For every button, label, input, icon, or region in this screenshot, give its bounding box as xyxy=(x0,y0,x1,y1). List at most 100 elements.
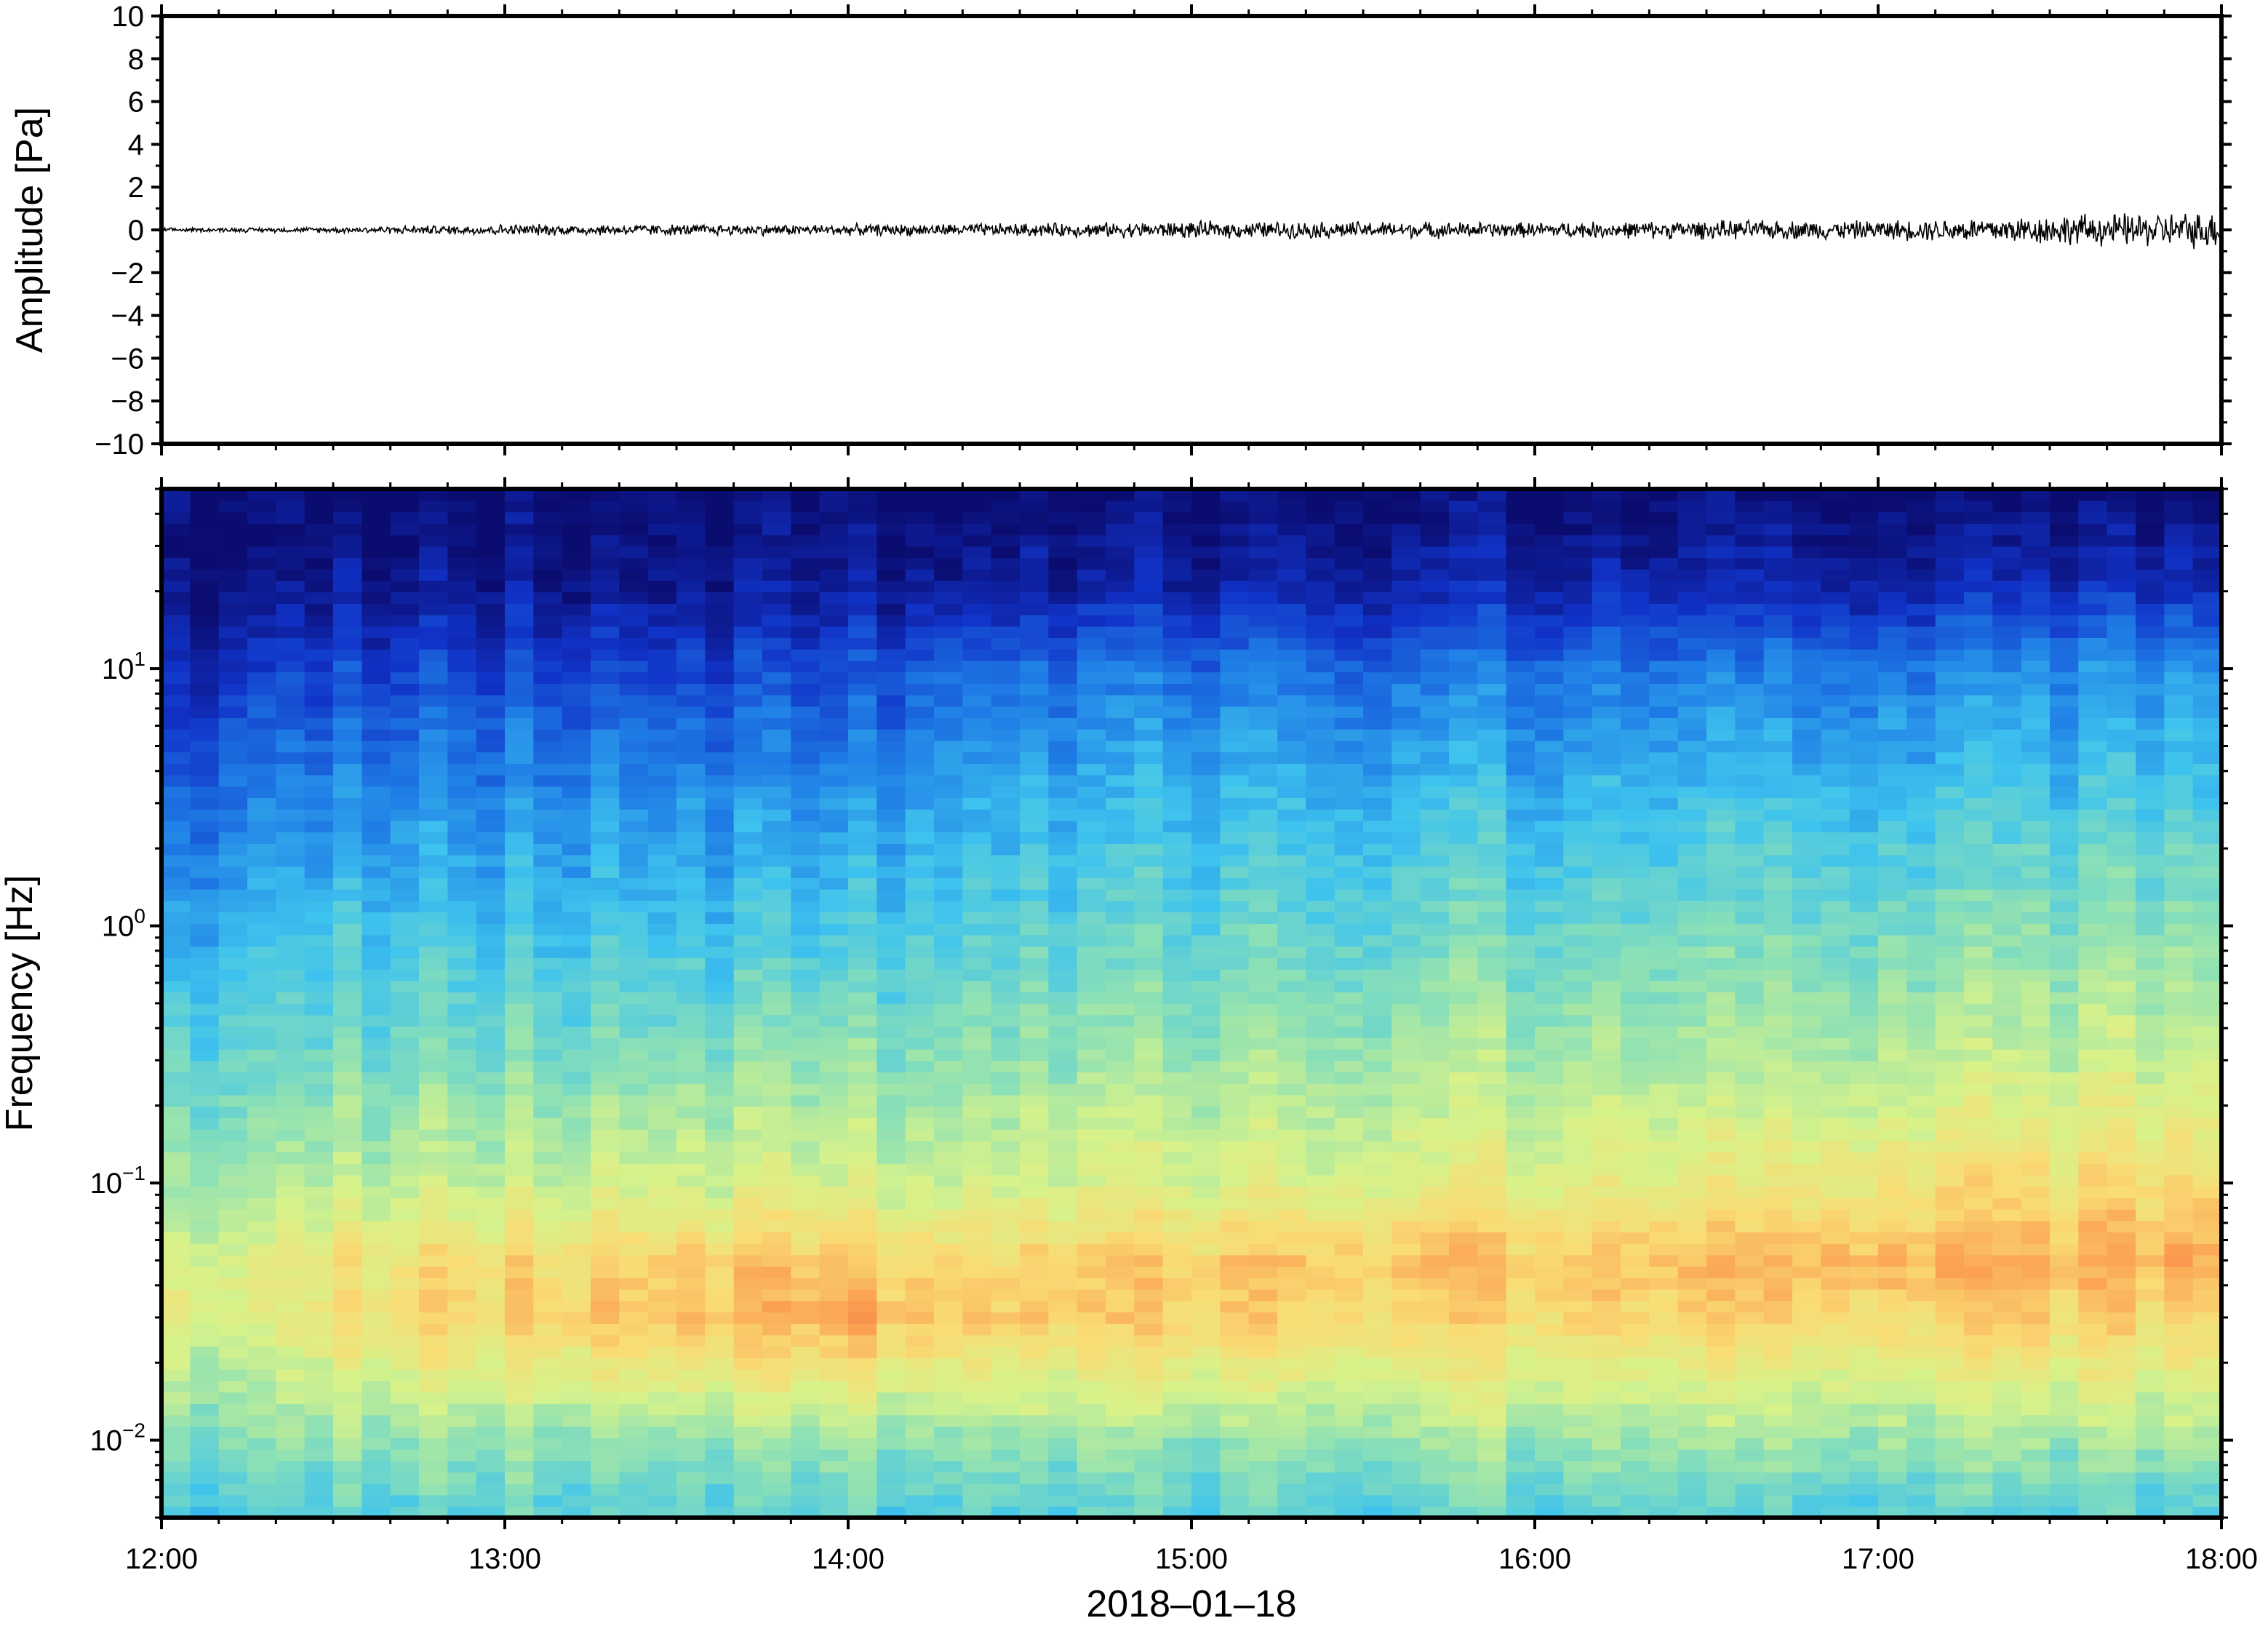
spectrogram-cell xyxy=(762,888,792,901)
spectrogram-cell xyxy=(676,1426,706,1438)
spectrogram-cell xyxy=(247,1380,277,1392)
spectrogram-cell xyxy=(390,1438,420,1450)
spectrogram-cell xyxy=(562,523,591,535)
spectrogram-cell xyxy=(934,557,964,570)
spectrogram-cell xyxy=(1248,523,1278,535)
spectrogram-cell xyxy=(1563,706,1593,719)
spectrogram-cell xyxy=(934,1152,964,1164)
spectrogram-cell xyxy=(419,728,449,741)
spectrogram-cell xyxy=(1449,1460,1479,1472)
spectrogram-cell xyxy=(848,637,878,650)
spectrogram-cell xyxy=(1735,1003,1765,1016)
spectrogram-cell xyxy=(1363,820,1393,833)
spectrogram-cell xyxy=(1391,1037,1421,1050)
spectrogram-cell xyxy=(705,968,735,981)
spectrogram-cell xyxy=(190,1232,220,1244)
spectrogram-cell xyxy=(1220,1426,1250,1438)
spectrogram-cell xyxy=(733,1083,763,1096)
spectrogram-cell xyxy=(1420,1346,1450,1358)
spectrogram-cell xyxy=(647,568,677,581)
spectrogram-cell xyxy=(1592,900,1621,913)
spectrogram-cell xyxy=(362,1117,391,1130)
spectrogram-cell xyxy=(647,1380,677,1392)
spectrogram-cell xyxy=(276,1448,306,1462)
spectrogram-cell xyxy=(1162,1197,1192,1210)
spectrogram-cell xyxy=(877,980,906,993)
spectrogram-cell xyxy=(247,1163,277,1176)
spectrogram-cell xyxy=(505,1414,535,1427)
spectrogram-cell xyxy=(1649,1300,1679,1312)
spectrogram-cell xyxy=(1306,1368,1335,1382)
spectrogram-cell xyxy=(1077,1483,1106,1496)
spectrogram-cell xyxy=(1563,1278,1593,1290)
spectrogram-cell xyxy=(1391,614,1421,627)
spectrogram-cell xyxy=(390,591,420,604)
spectrogram-cell xyxy=(905,671,935,684)
spectrogram-cell xyxy=(1706,740,1736,753)
spectrogram-cell xyxy=(1506,1197,1536,1210)
spectrogram-cell xyxy=(1277,1448,1307,1462)
spectrogram-cell xyxy=(1506,614,1536,627)
spectrogram-cell xyxy=(276,683,306,696)
spectrogram-cell xyxy=(1134,1448,1164,1462)
spectrogram-cell xyxy=(1677,660,1707,673)
spectrogram-cell xyxy=(934,717,964,730)
spectrogram-cell xyxy=(1449,1128,1479,1141)
spectrogram-cell xyxy=(1477,1358,1507,1370)
spectrogram-cell xyxy=(447,980,477,993)
spectrogram-cell xyxy=(390,820,420,833)
spectrogram-cell xyxy=(1220,523,1250,535)
spectrogram-cell xyxy=(1649,1438,1679,1450)
spectrogram-cell xyxy=(733,1117,763,1130)
spectrogram-cell xyxy=(276,1014,306,1027)
spectrogram-cell xyxy=(733,832,763,844)
spectrogram-cell xyxy=(934,1060,964,1073)
spectrogram-cell xyxy=(934,877,964,890)
spectrogram-cell xyxy=(991,717,1021,730)
spectrogram-cell xyxy=(1649,980,1679,993)
spectrogram-cell xyxy=(1706,752,1736,764)
spectrogram-cell xyxy=(1048,1483,1078,1496)
spectrogram-cell xyxy=(1506,740,1536,753)
spectrogram-cell xyxy=(1020,1220,1050,1233)
spectrogram-cell xyxy=(762,1220,792,1233)
spectrogram-cell xyxy=(1391,1026,1421,1038)
spectrogram-cell xyxy=(705,1060,735,1073)
spectrogram-cell xyxy=(647,1072,677,1084)
spectrogram-cell xyxy=(1048,1128,1078,1141)
spectrogram-cell xyxy=(762,1117,792,1130)
spectrogram-cell xyxy=(1191,1300,1221,1312)
spectrogram-cell xyxy=(447,1014,477,1027)
spectrogram-cell xyxy=(218,912,248,924)
spectrogram-cell xyxy=(1592,557,1621,570)
spectrogram-cell xyxy=(1191,637,1221,650)
spectrogram-cell xyxy=(390,1334,420,1347)
spectrogram-cell xyxy=(1306,797,1335,810)
spectrogram-cell xyxy=(304,1368,334,1382)
spectrogram-cell xyxy=(1248,1060,1278,1073)
spectrogram-cell xyxy=(1162,1403,1192,1416)
spectrogram-cell xyxy=(1077,1323,1106,1336)
spectrogram-cell xyxy=(934,1312,964,1324)
spectrogram-cell xyxy=(848,1117,878,1130)
spectrogram-cell xyxy=(705,1346,735,1358)
spectrogram-cell xyxy=(1592,1174,1621,1187)
spectrogram-cell xyxy=(304,1278,334,1290)
spectrogram-cell xyxy=(1048,523,1078,535)
spectrogram-cell xyxy=(390,546,420,559)
spectrogram-cell xyxy=(1477,1026,1507,1038)
spectrogram-cell xyxy=(819,1278,849,1290)
spectrogram-cell xyxy=(161,1300,191,1312)
spectrogram-cell xyxy=(819,1358,849,1370)
spectrogram-cell xyxy=(905,934,935,947)
spectrogram-cell xyxy=(1706,1334,1736,1347)
spectrogram-cell xyxy=(1391,1448,1421,1462)
spectrogram-cell xyxy=(1106,1403,1135,1416)
spectrogram-cell xyxy=(1506,820,1536,833)
spectrogram-cell xyxy=(362,946,391,958)
spectrogram-cell xyxy=(705,1448,735,1462)
spectrogram-cell xyxy=(505,683,535,696)
spectrogram-cell xyxy=(934,786,964,798)
spectrogram-cell xyxy=(1535,603,1565,615)
